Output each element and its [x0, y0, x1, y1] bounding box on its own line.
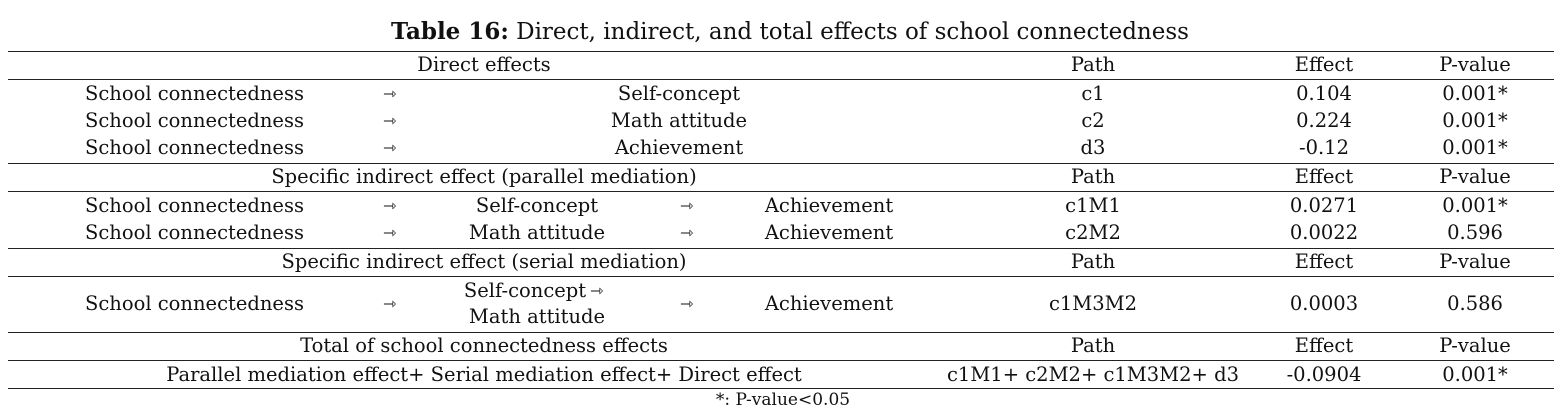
cell-effect: -0.0904: [1286, 363, 1362, 386]
cell-path: c1M1+ c2M2+ c1M3M2+ d3: [947, 363, 1239, 386]
cell-effect: 0.104: [1296, 82, 1352, 105]
column-header-pvalue: P-value: [1439, 165, 1511, 188]
column-header-pvalue: P-value: [1439, 334, 1511, 357]
cell-path: c1M1: [1065, 194, 1121, 217]
arrow-right-icon: ⇾: [383, 138, 397, 157]
cell-target: Self-concept: [617, 82, 741, 105]
arrow-right-icon: ⇾: [680, 294, 694, 313]
arrow-right-icon: ⇾: [383, 223, 397, 242]
column-header-path: Path: [1070, 334, 1116, 357]
cell-path: c1: [1081, 82, 1105, 105]
cell-pvalue: 0.001*: [1442, 136, 1508, 159]
table-caption: Table 16: Direct, indirect, and total ef…: [0, 17, 1568, 47]
arrow-right-icon: ⇾: [680, 196, 694, 215]
cell-mediator: Math attitude: [468, 221, 606, 244]
column-header-effect: Effect: [1294, 250, 1354, 273]
arrow-right-icon: ⇾: [383, 196, 397, 215]
rule-serial-header: [8, 276, 1554, 277]
cell-mediator-line1: Self-concept: [463, 279, 587, 302]
cell-source: School connectedness: [85, 292, 304, 315]
arrow-right-icon: ⇾: [383, 111, 397, 130]
cell-path: d3: [1080, 136, 1106, 159]
column-header-pvalue: P-value: [1439, 53, 1511, 76]
cell-pvalue: 0.586: [1447, 292, 1503, 315]
rule-top: [8, 51, 1554, 52]
rule-section-3: [8, 248, 1554, 249]
cell-target: Achievement: [764, 221, 894, 244]
cell-target: Achievement: [764, 292, 894, 315]
cell-description: Parallel mediation effect+ Serial mediat…: [166, 363, 802, 386]
cell-target: Math attitude: [610, 109, 748, 132]
section-header-serial: Specific indirect effect (serial mediati…: [281, 250, 687, 273]
cell-path: c1M3M2: [1048, 292, 1138, 315]
rule-section-4: [8, 332, 1554, 333]
column-header-path: Path: [1070, 53, 1116, 76]
rule-parallel-header: [8, 191, 1554, 192]
column-header-effect: Effect: [1294, 165, 1354, 188]
column-header-path: Path: [1070, 250, 1116, 273]
arrow-right-icon: ⇾: [383, 84, 397, 103]
cell-source: School connectedness: [85, 194, 304, 217]
cell-source: School connectedness: [85, 221, 304, 244]
column-header-effect: Effect: [1294, 53, 1354, 76]
cell-effect: 0.0022: [1289, 221, 1359, 244]
cell-target: Achievement: [614, 136, 744, 159]
cell-source: School connectedness: [85, 82, 304, 105]
rule-total-header: [8, 360, 1554, 361]
arrow-right-icon: ⇾: [590, 281, 604, 300]
arrow-right-icon: ⇾: [383, 294, 397, 313]
cell-target: Achievement: [764, 194, 894, 217]
section-header-total: Total of school connectedness effects: [300, 334, 668, 357]
cell-pvalue: 0.001*: [1442, 82, 1508, 105]
cell-pvalue: 0.001*: [1442, 109, 1508, 132]
column-header-path: Path: [1070, 165, 1116, 188]
cell-effect: 0.0003: [1289, 292, 1359, 315]
column-header-effect: Effect: [1294, 334, 1354, 357]
cell-effect: 0.0271: [1289, 194, 1359, 217]
rule-bottom: [8, 388, 1554, 389]
section-header-parallel: Specific indirect effect (parallel media…: [271, 165, 697, 188]
table-footnote: *: P-value<0.05: [715, 390, 851, 410]
rule-section-2: [8, 163, 1554, 164]
cell-mediator-line2: Math attitude: [468, 305, 606, 328]
table-caption-label: Table 16:: [391, 18, 509, 45]
cell-pvalue: 0.001*: [1442, 194, 1508, 217]
rule-direct-header: [8, 79, 1554, 80]
cell-source: School connectedness: [85, 136, 304, 159]
cell-effect: -0.12: [1298, 136, 1350, 159]
table-caption-text: Direct, indirect, and total effects of s…: [508, 19, 1189, 45]
cell-pvalue: 0.596: [1447, 221, 1503, 244]
arrow-right-icon: ⇾: [680, 223, 694, 242]
cell-mediator: Self-concept: [475, 194, 599, 217]
cell-source: School connectedness: [85, 109, 304, 132]
cell-path: c2: [1081, 109, 1105, 132]
cell-effect: 0.224: [1296, 109, 1352, 132]
section-header-direct: Direct effects: [417, 53, 551, 76]
cell-path: c2M2: [1065, 221, 1121, 244]
cell-pvalue: 0.001*: [1442, 363, 1508, 386]
column-header-pvalue: P-value: [1439, 250, 1511, 273]
